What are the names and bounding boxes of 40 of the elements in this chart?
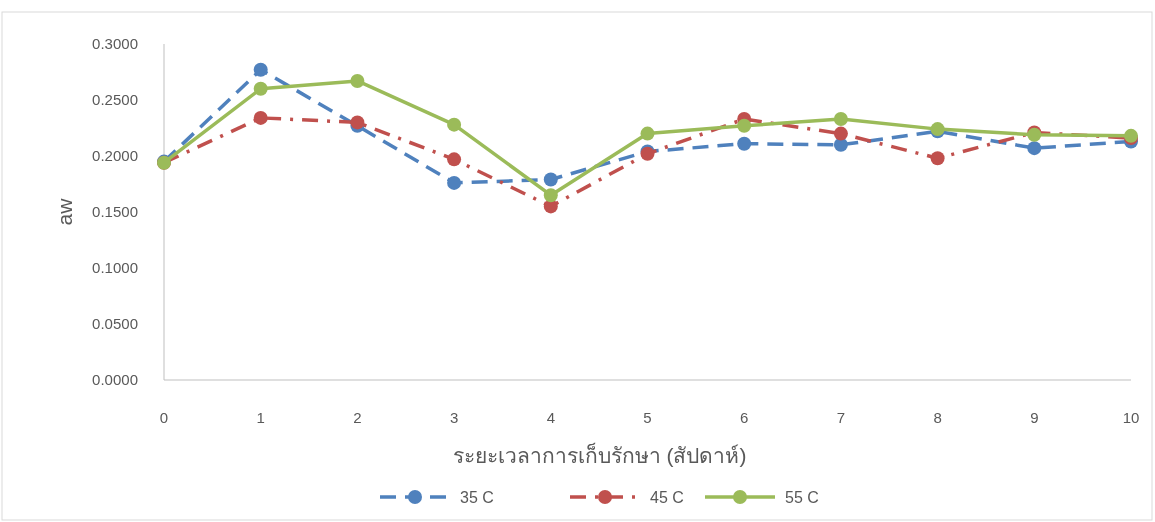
x-tick-label: 3 xyxy=(449,409,459,426)
point xyxy=(543,172,558,187)
point xyxy=(447,117,462,132)
y-tick-label: 0.1000 xyxy=(92,259,138,276)
point xyxy=(930,151,945,166)
x-tick-label: 10 xyxy=(1122,409,1140,426)
x-tick-label: 6 xyxy=(740,409,749,426)
point xyxy=(833,126,848,141)
x-tick-label: 4 xyxy=(546,409,555,426)
point xyxy=(543,188,558,203)
legend-label: 55 C xyxy=(785,489,819,506)
point xyxy=(447,175,462,190)
y-tick-label: 0.2500 xyxy=(92,91,138,108)
point xyxy=(253,62,268,77)
y-tick-label: 0.1500 xyxy=(92,203,138,220)
point xyxy=(253,81,268,96)
y-tick-label: 0.2000 xyxy=(92,147,138,164)
y-axis-title: aw xyxy=(53,197,76,226)
y-tick-label: 0.0000 xyxy=(92,371,138,388)
legend-label: 35 C xyxy=(460,489,494,506)
legend-label: 45 C xyxy=(650,489,684,506)
point xyxy=(833,112,848,127)
x-tick-label: 7 xyxy=(836,409,846,426)
x-tick-label: 8 xyxy=(933,409,942,426)
point xyxy=(350,73,365,88)
point xyxy=(1027,141,1042,156)
y-tick-label: 0.0500 xyxy=(92,315,138,332)
point xyxy=(737,136,752,151)
x-axis-title: ระยะเวลาการเก็บรักษา (สัปดาห์) xyxy=(452,442,747,467)
point xyxy=(737,118,752,133)
point xyxy=(640,126,655,141)
x-tick-label: 2 xyxy=(353,409,362,426)
point xyxy=(253,110,268,125)
point xyxy=(447,152,462,167)
x-tick-label: 9 xyxy=(1030,409,1039,426)
x-tick-label: 5 xyxy=(643,409,652,426)
y-tick-label: 0.3000 xyxy=(92,35,138,52)
x-tick-label: 0 xyxy=(159,409,169,426)
x-tick-label: 1 xyxy=(256,409,265,426)
point xyxy=(833,137,848,152)
